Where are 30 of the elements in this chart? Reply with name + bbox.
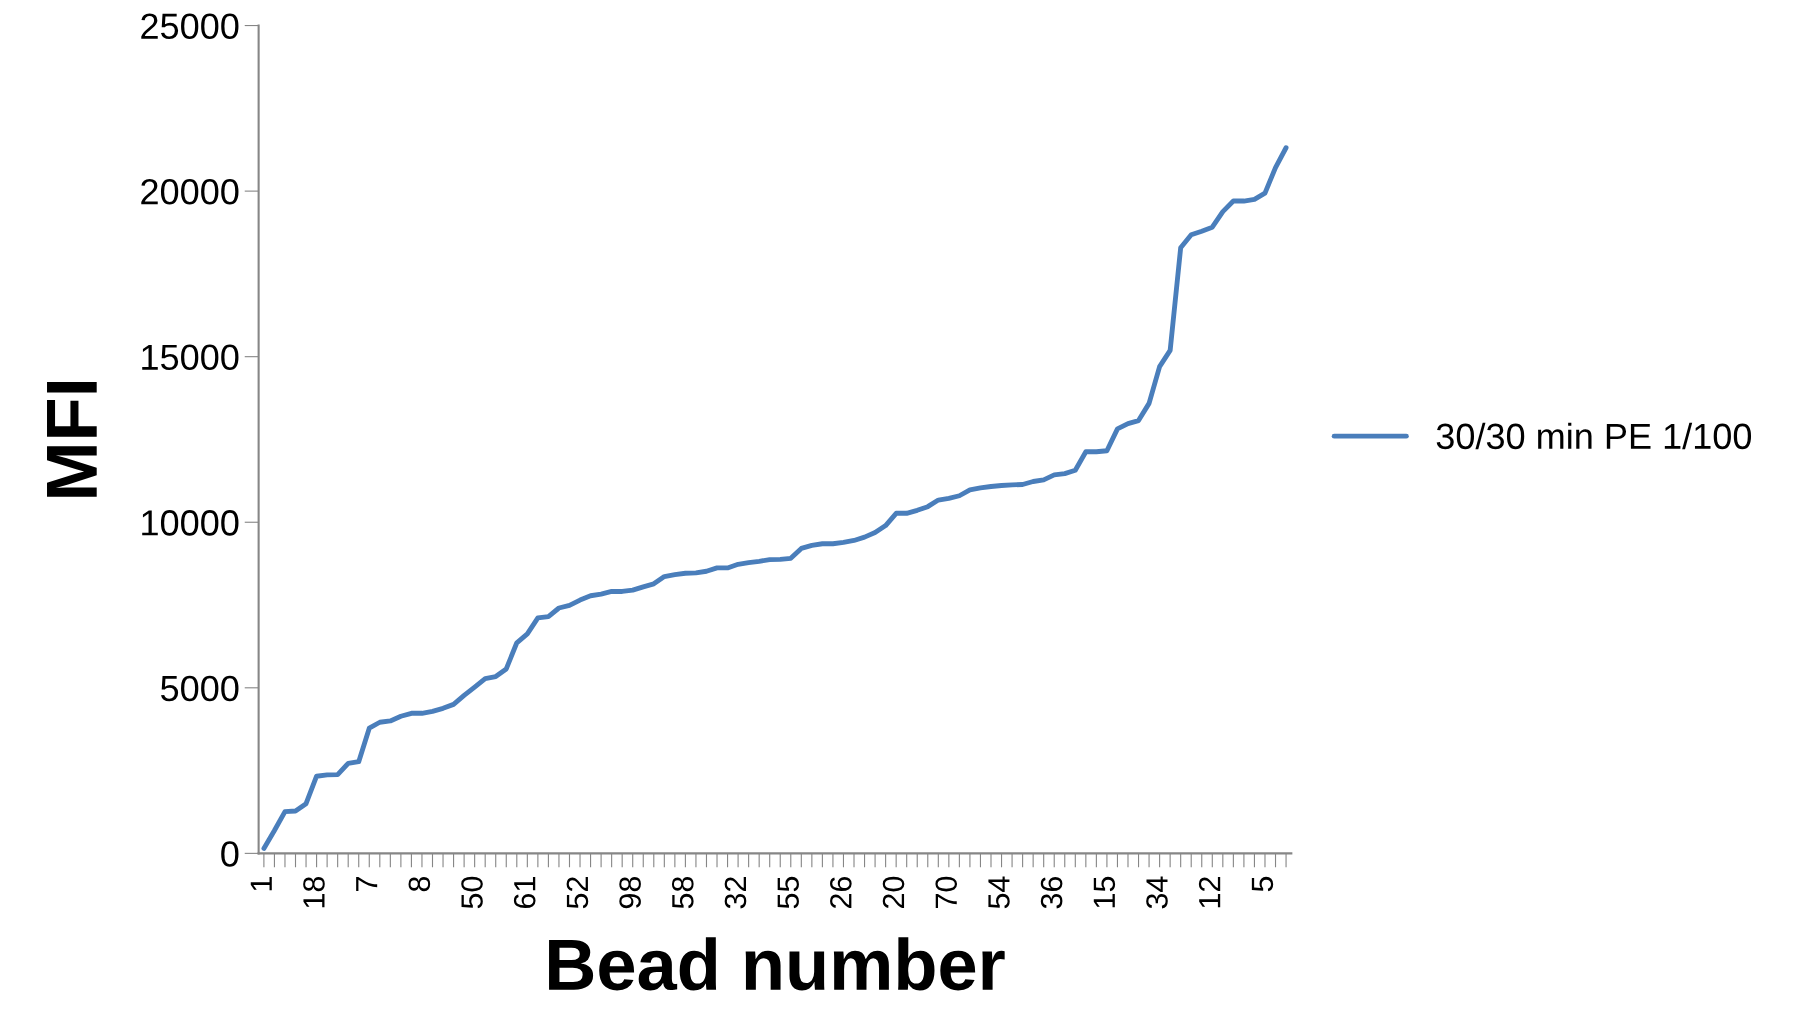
x-tick-label: 8	[408, 876, 431, 892]
legend-label: 30/30 min PE 1/100	[1436, 422, 1752, 450]
y-tick-label: 20000	[141, 178, 239, 205]
x-tick-label: 5	[1251, 876, 1274, 892]
x-tick-label: 15	[1093, 876, 1116, 908]
x-tick-label: 98	[619, 876, 641, 909]
x-tick-label: 70	[935, 876, 958, 909]
y-tick-label: 0	[221, 841, 239, 867]
x-tick-label: 36	[1040, 876, 1063, 909]
y-tick-label: 25000	[141, 13, 239, 39]
x-tick-label: 20	[882, 876, 905, 909]
x-tick-label: 1	[250, 877, 272, 891]
x-tick-label: 32	[724, 877, 747, 909]
x-axis-title: Bead number	[549, 937, 1005, 991]
x-tick-label: 54	[988, 876, 1010, 909]
y-tick-label: 10000	[142, 510, 239, 536]
x-tick-label: 26	[830, 876, 852, 909]
x-tick-label: 55	[777, 876, 799, 909]
x-tick-label: 18	[303, 876, 325, 908]
x-tick-label: 52	[566, 877, 589, 909]
x-tick-label: 34	[1146, 876, 1168, 909]
x-tick-label: 50	[461, 876, 483, 909]
x-tick-label: 12	[1198, 877, 1221, 908]
y-tick-label: 15000	[142, 344, 239, 371]
y-tick-label: 5000	[160, 675, 239, 702]
x-tick-label: 58	[671, 876, 694, 909]
y-axis-title: MFI	[47, 382, 97, 497]
line-series	[261, 145, 1289, 851]
x-tick-label: 61	[513, 877, 536, 909]
x-tick-label: 7	[356, 877, 378, 892]
